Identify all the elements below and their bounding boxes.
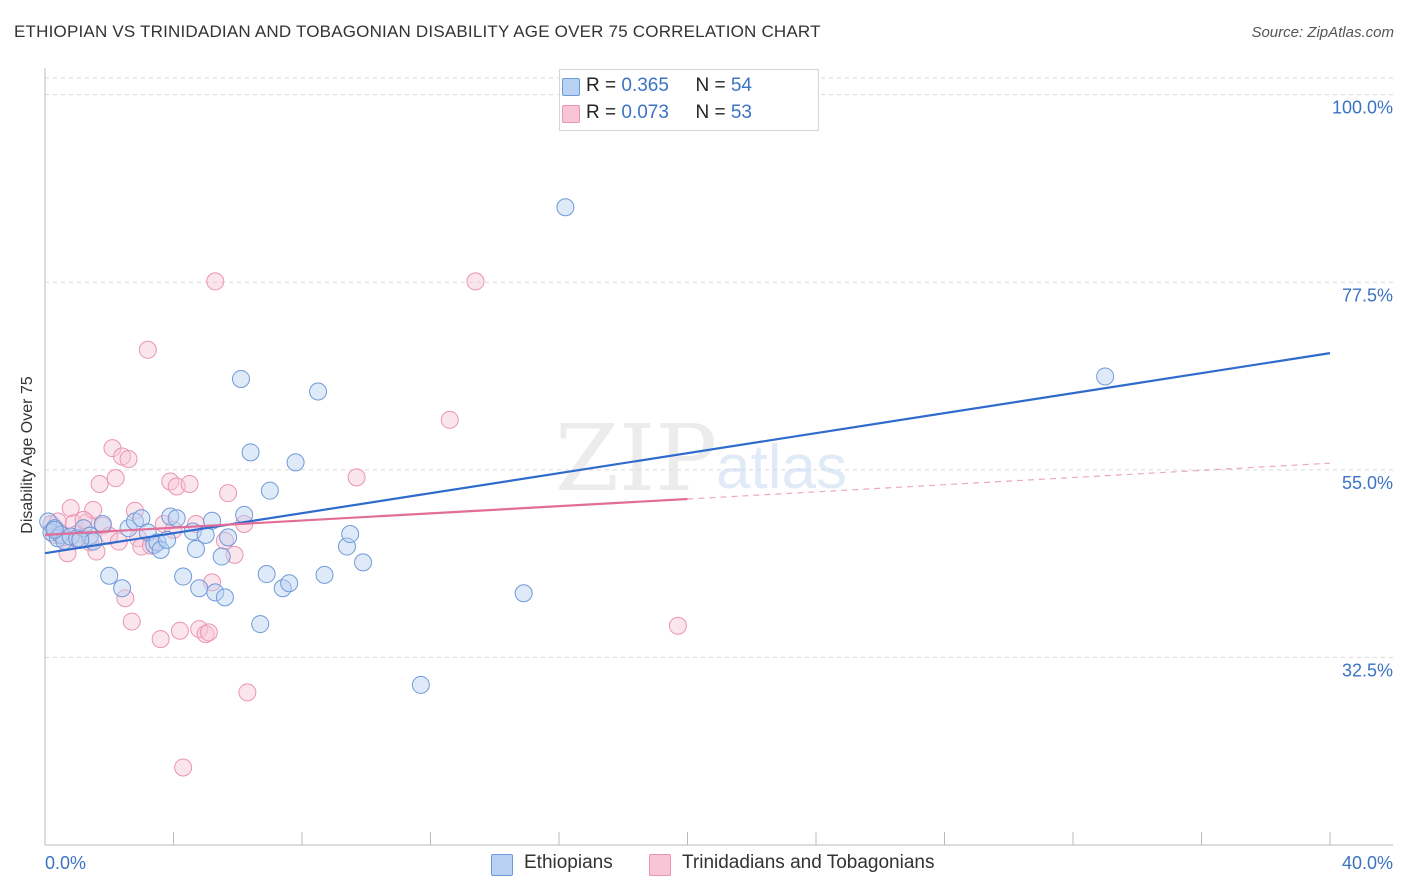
ethiopians-trend-line bbox=[44, 352, 1331, 555]
series-trinidadians-points bbox=[42, 272, 687, 777]
ethiopian-point bbox=[151, 540, 170, 559]
y-tick-label: 100.0% bbox=[1332, 98, 1393, 118]
ethiopian-point bbox=[280, 574, 299, 593]
trinidadian-point bbox=[64, 514, 83, 533]
ethiopian-point bbox=[161, 507, 180, 526]
trinidadian-point bbox=[122, 612, 141, 631]
trinidadian-point bbox=[196, 625, 215, 644]
ethiopian-point bbox=[260, 481, 279, 500]
trinidadian-point bbox=[125, 501, 144, 520]
ethiopian-point bbox=[251, 615, 270, 634]
trinidadian-point bbox=[440, 410, 459, 429]
ethiopian-point bbox=[206, 583, 225, 602]
trinidadians-trend-line-extension bbox=[687, 462, 1331, 500]
trinidadian-point bbox=[238, 683, 257, 702]
legend-label-trinidadians: Trinidadians and Tobagonians bbox=[682, 852, 935, 873]
n-value-trinidadians: 53 bbox=[730, 102, 752, 123]
trinidadian-point bbox=[466, 272, 485, 291]
trinidadian-point bbox=[119, 449, 138, 468]
ethiopian-point bbox=[411, 675, 430, 694]
trinidadian-point bbox=[106, 469, 125, 488]
y-tick-label: 32.5% bbox=[1342, 660, 1393, 680]
ethiopians-legend-swatch bbox=[491, 854, 513, 876]
n-value-ethiopians: 54 bbox=[730, 75, 752, 96]
y-tick-label: 55.0% bbox=[1342, 473, 1393, 493]
y-axis-label: Disability Age Over 75 bbox=[19, 376, 36, 534]
trinidadian-point bbox=[206, 272, 225, 291]
trinidadian-point bbox=[668, 616, 687, 635]
r-value-trinidadians: 0.073 bbox=[621, 102, 669, 123]
ethiopian-point bbox=[341, 525, 360, 544]
ethiopian-point bbox=[514, 584, 533, 603]
tick-labels: 32.5% 55.0% 77.5% 100.0% 0.0% 40.0% bbox=[45, 98, 1393, 873]
legend-ethiopians[interactable]: Ethiopians bbox=[491, 852, 613, 876]
ethiopian-point bbox=[215, 588, 234, 607]
watermark-atlas: atlas bbox=[716, 433, 847, 502]
trinidadians-swatch bbox=[562, 105, 580, 123]
n-label: N = bbox=[695, 102, 731, 123]
x-tick-label-min: 0.0% bbox=[45, 853, 86, 873]
trinidadian-point bbox=[61, 499, 80, 518]
ethiopian-point bbox=[231, 369, 250, 388]
axes bbox=[44, 68, 1393, 846]
ethiopian-point bbox=[212, 547, 231, 566]
watermark-zip: ZIP bbox=[555, 405, 717, 512]
ethiopian-point bbox=[190, 579, 209, 598]
source-label: Source: ZipAtlas.com bbox=[1251, 24, 1394, 41]
ethiopian-point bbox=[257, 565, 276, 584]
legend-trinidadians[interactable]: Trinidadians and Tobagonians bbox=[649, 852, 935, 876]
n-label: N = bbox=[695, 75, 731, 96]
trinidadian-point bbox=[199, 623, 218, 642]
watermark: ZIP atlas bbox=[555, 405, 847, 512]
trinidadian-point bbox=[116, 589, 135, 608]
legend-label-ethiopians: Ethiopians bbox=[524, 852, 613, 873]
x-tick-label-max: 40.0% bbox=[1342, 853, 1393, 873]
trinidadian-point bbox=[84, 500, 103, 519]
trinidadians-legend-swatch bbox=[649, 854, 671, 876]
trinidadian-point bbox=[87, 542, 106, 561]
stats-legend-box: R = 0.365 N = 54 R = 0.073 N = 53 bbox=[559, 69, 819, 131]
ethiopian-point bbox=[241, 443, 260, 462]
ethiopian-point bbox=[174, 567, 193, 586]
r-label: R = bbox=[586, 75, 622, 96]
ethiopian-point bbox=[45, 520, 64, 539]
ethiopian-point bbox=[286, 453, 305, 472]
ethiopian-point bbox=[119, 519, 138, 538]
ethiopian-point bbox=[309, 382, 328, 401]
trinidadian-point bbox=[347, 468, 366, 487]
stats-row-trinidadians: R = 0.073 N = 53 bbox=[562, 102, 752, 126]
ethiopian-point bbox=[113, 579, 132, 598]
r-label: R = bbox=[586, 102, 622, 123]
trend-lines bbox=[44, 352, 1331, 555]
ethiopians-swatch bbox=[562, 78, 580, 96]
ethiopian-point bbox=[100, 566, 119, 585]
ethiopian-point bbox=[315, 565, 334, 584]
trinidadian-point bbox=[174, 758, 193, 777]
trinidadian-point bbox=[170, 621, 189, 640]
ethiopian-point bbox=[1096, 367, 1115, 386]
y-tick-label: 77.5% bbox=[1342, 285, 1393, 305]
trinidadian-point bbox=[180, 475, 199, 494]
trinidadian-point bbox=[151, 630, 170, 649]
trinidadian-point bbox=[90, 475, 109, 494]
ethiopian-point bbox=[186, 540, 205, 559]
grid-lines bbox=[45, 77, 1393, 658]
trinidadians-trend-line bbox=[44, 497, 688, 536]
ethiopian-point bbox=[167, 509, 186, 528]
trinidadian-point bbox=[219, 484, 238, 503]
stats-row-ethiopians: R = 0.365 N = 54 bbox=[562, 75, 752, 99]
trinidadian-point bbox=[215, 531, 234, 550]
ethiopian-point bbox=[556, 198, 575, 217]
ethiopian-point bbox=[219, 528, 238, 547]
chart-title: ETHIOPIAN VS TRINIDADIAN AND TOBAGONIAN … bbox=[14, 22, 821, 41]
trinidadian-point bbox=[138, 340, 157, 359]
ethiopian-point bbox=[354, 553, 373, 572]
r-value-ethiopians: 0.365 bbox=[621, 75, 669, 96]
ethiopian-point bbox=[93, 515, 112, 534]
